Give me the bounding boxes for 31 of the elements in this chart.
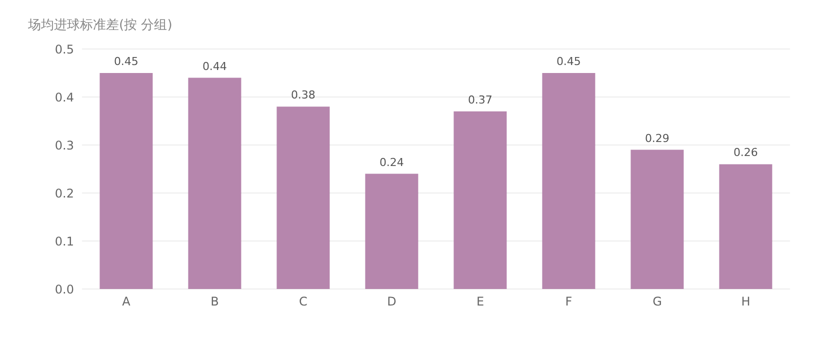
y-tick-label: 0.4 (54, 90, 74, 104)
bar (365, 174, 418, 289)
data-label: 0.37 (468, 93, 492, 106)
x-tick-label: D (387, 294, 396, 309)
y-tick-label: 0.1 (54, 234, 74, 248)
bar (719, 164, 772, 289)
chart-title: 场均进球标准差(按 分组) (28, 17, 172, 34)
bar (188, 78, 242, 289)
bar (276, 106, 330, 289)
x-tick-label: G (652, 294, 662, 309)
x-tick-label: A (122, 294, 132, 309)
y-tick-label: 0.2 (54, 186, 74, 200)
bar (454, 111, 507, 289)
bar (630, 150, 684, 289)
bar (100, 73, 153, 289)
y-tick-label: 0.0 (54, 282, 74, 296)
x-tick-label: E (476, 294, 484, 309)
data-label: 0.45 (556, 55, 581, 68)
data-label: 0.24 (379, 156, 404, 169)
y-tick-label: 0.3 (54, 138, 74, 152)
x-tick-label: B (210, 294, 219, 309)
y-tick-label: 0.5 (54, 42, 74, 56)
data-label: 0.45 (114, 55, 138, 68)
bar (542, 73, 596, 289)
x-tick-label: F (565, 294, 572, 309)
data-label: 0.26 (733, 146, 758, 160)
data-label: 0.29 (644, 132, 670, 145)
data-label: 0.38 (290, 88, 316, 102)
x-tick-label: C (299, 294, 308, 309)
data-label: 0.44 (202, 60, 227, 73)
x-tick-label: H (741, 294, 750, 309)
